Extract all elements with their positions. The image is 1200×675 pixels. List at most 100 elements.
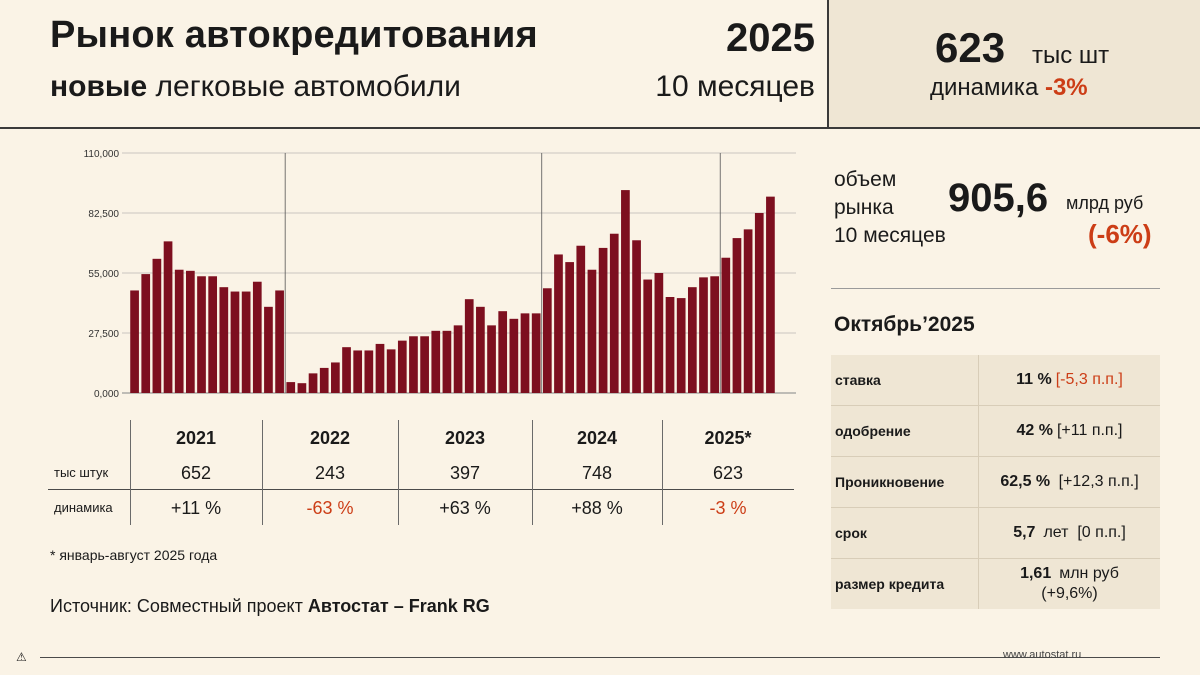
header-summary-panel xyxy=(829,0,1200,128)
chart-bar xyxy=(766,196,775,393)
yearly-table: тыс штук динамика 2021 2022 2023 2024 20… xyxy=(48,420,798,530)
stats-row-approval: одобрение 42 % [+11 п.п.] xyxy=(831,406,1160,457)
market-volume-label-line: рынка xyxy=(834,196,894,219)
chart-bar xyxy=(353,350,363,393)
stats-change: [-5,3 п.п.] xyxy=(1055,371,1123,388)
chart-bar xyxy=(576,245,586,393)
y-tick-label: 82,500 xyxy=(88,209,119,220)
chart-bar xyxy=(286,382,296,393)
chart-bar xyxy=(654,273,664,393)
y-tick-label: 110,000 xyxy=(84,149,120,160)
chart-bar xyxy=(531,313,541,393)
chart-bar xyxy=(264,306,273,393)
stats-unit: млн руб xyxy=(1059,565,1119,582)
chart-bar xyxy=(687,287,697,393)
chart-bar xyxy=(208,276,218,393)
market-volume-change: (-6%) xyxy=(1088,219,1152,249)
chart-bar xyxy=(632,240,641,393)
chart-bar xyxy=(732,238,742,393)
year-header: 2022 xyxy=(309,428,351,448)
year-header: 2025* xyxy=(704,428,752,448)
october-stats-table: ставка 11 % [-5,3 п.п.] одобрение 42 % [+1… xyxy=(831,355,1160,609)
header-divider xyxy=(0,127,1200,129)
footer-divider xyxy=(40,657,1160,658)
total-loans-value: 623 xyxy=(935,24,1006,71)
report-period: 10 месяцев xyxy=(655,70,815,103)
stats-change: (+9,6%) xyxy=(1041,585,1098,602)
stats-label: срок xyxy=(831,508,979,558)
chart-bar xyxy=(643,279,653,393)
chart-bar xyxy=(230,291,240,393)
stats-label: размер кредита xyxy=(831,559,979,609)
chart-bar xyxy=(174,269,184,393)
market-volume-unit: млрд руб xyxy=(1066,193,1144,213)
chart-bar xyxy=(219,287,229,393)
chart-bar xyxy=(743,229,753,393)
chart-bar xyxy=(710,276,719,393)
chart-bar xyxy=(275,290,284,393)
source-line: Источник: Совместный проект Автостат – F… xyxy=(50,596,490,617)
market-volume-label-line: 10 месяцев xyxy=(834,224,946,247)
stats-main-value: 42 % xyxy=(1016,422,1053,439)
stats-row-term: срок 5,7 лет [0 п.п.] xyxy=(831,508,1160,559)
column-divider xyxy=(662,420,663,525)
column-divider xyxy=(398,420,399,525)
chart-bar xyxy=(587,269,597,393)
footnote: * январь-август 2025 года xyxy=(50,547,218,563)
year-dynamics-cell: -3 % xyxy=(709,498,747,518)
chart-bar xyxy=(509,318,519,393)
chart-bar xyxy=(319,367,329,393)
right-divider xyxy=(831,288,1160,289)
total-dynamics: динамика -3% xyxy=(930,74,1088,102)
market-volume-value: 905,6 xyxy=(948,176,1049,220)
chart-bar xyxy=(163,241,173,393)
chart-bar xyxy=(464,299,474,393)
page-title: Рынок автокредитования xyxy=(50,14,538,56)
chart-bar xyxy=(699,277,708,393)
year-units-cell: 623 xyxy=(712,463,744,483)
chart-bar xyxy=(197,276,206,393)
footer-url: www.autostat.ru xyxy=(1003,649,1082,661)
chart-bar xyxy=(453,325,463,393)
year-units-cell: 397 xyxy=(449,463,481,483)
stats-main-value: 62,5 % xyxy=(1000,473,1051,490)
y-tick-label: 0,000 xyxy=(94,389,119,400)
header-divider-vertical xyxy=(827,0,829,128)
chart-bar xyxy=(554,254,563,393)
stats-value: 11 % [-5,3 п.п.] xyxy=(979,355,1160,405)
stats-value: 42 % [+11 п.п.] xyxy=(979,406,1160,456)
stats-change: [+12,3 п.п.] xyxy=(1058,473,1139,490)
stats-main-value: 11 % xyxy=(1016,371,1052,388)
year-header: 2024 xyxy=(576,428,618,448)
chart-bar xyxy=(754,213,764,393)
chart-bar xyxy=(331,362,340,393)
chart-bar xyxy=(308,373,318,393)
report-year: 2025 xyxy=(726,16,815,60)
chart-bar xyxy=(141,274,151,393)
chart-bar xyxy=(241,291,251,393)
y-tick-label: 55,000 xyxy=(88,269,119,280)
chart-bar xyxy=(520,313,530,393)
total-loans-unit: тыс шт xyxy=(1032,42,1110,69)
year-dynamics-cell: +63 % xyxy=(439,498,491,518)
row-label-units: тыс штук xyxy=(54,465,109,480)
chart-bar xyxy=(342,347,351,393)
stats-label: одобрение xyxy=(831,406,979,456)
column-divider xyxy=(262,420,263,525)
market-volume-label: объем рынка 10 месяцев xyxy=(834,166,946,250)
stats-label: ставка xyxy=(831,355,979,405)
chart-bar xyxy=(665,297,675,393)
year-units-cell: 748 xyxy=(581,463,613,483)
source-prefix: Источник: Совместный проект xyxy=(50,596,308,616)
chart-bar xyxy=(487,325,496,393)
chart-bar xyxy=(186,270,195,393)
y-tick-label: 27,500 xyxy=(88,329,119,340)
stats-unit: лет xyxy=(1043,524,1069,541)
stats-value: 62,5 % [+12,3 п.п.] xyxy=(979,457,1160,507)
year-units-cell: 652 xyxy=(180,463,212,483)
row-label-dynamics: динамика xyxy=(54,500,113,515)
warning-triangle-icon: ⚠ xyxy=(16,650,27,664)
dynamics-value: -3% xyxy=(1044,74,1088,101)
column-divider xyxy=(532,420,533,525)
year-header: 2023 xyxy=(444,428,486,448)
